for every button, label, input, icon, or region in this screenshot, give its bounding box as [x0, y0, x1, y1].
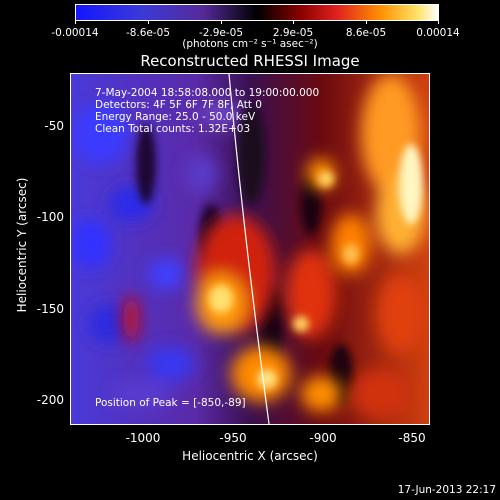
- negative-flux-region: [71, 99, 243, 408]
- colorbar-tick-label: 8.6e-05: [345, 27, 387, 39]
- colorbar-tick-label: 2.9e-05: [272, 27, 314, 39]
- info-energy-range: Energy Range: 25.0 - 50.0 keV: [95, 111, 256, 123]
- colorbar-tick-mark: [293, 20, 294, 24]
- info-time-range: 7-May-2004 18:58:08.000 to 19:00:00.000: [95, 87, 320, 99]
- image-title: Reconstructed RHESSI Image: [140, 52, 360, 70]
- colorbar-tick-mark: [148, 20, 149, 24]
- colorbar-tick-label: -8.6e-05: [125, 27, 171, 39]
- colorbar: [75, 4, 439, 21]
- plot-timestamp: 17-Jun-2013 22:17: [397, 484, 496, 496]
- y-tick-label: -50: [44, 119, 64, 133]
- emission-peaks: [209, 144, 423, 389]
- x-tick-label: -950: [219, 431, 247, 445]
- y-tick-label: -200: [36, 393, 64, 407]
- colorbar-tick-label: 0.00014: [416, 27, 460, 39]
- colorbar-tick-label: -0.00014: [51, 27, 99, 39]
- colorbar-tick-label: -2.9e-05: [198, 27, 244, 39]
- x-tick-label: -1000: [125, 431, 161, 445]
- colorbar-tick-mark: [75, 20, 76, 24]
- info-clean-counts: Clean Total counts: 1.32E+03: [95, 123, 251, 135]
- colorbar-tick-mark: [221, 20, 222, 24]
- solar-limb-line: [228, 74, 270, 424]
- colorbar-tick-mark: [366, 20, 367, 24]
- x-tick-label: -900: [309, 431, 337, 445]
- info-detectors: Detectors: 4F 5F 6F 7F 8F, Att 0: [95, 99, 262, 111]
- x-tick-label: -850: [398, 431, 426, 445]
- colorbar-gradient: [76, 5, 438, 20]
- y-tick-label: -100: [36, 210, 64, 224]
- colorbar-tick-mark: [438, 20, 439, 24]
- x-axis-label: Heliocentric X (arcsec): [182, 449, 318, 463]
- y-tick-label: -150: [36, 302, 64, 316]
- y-axis-label: Heliocentric Y (arcsec): [15, 177, 29, 313]
- rhessi-image-panel: 7-May-2004 18:58:08.000 to 19:00:00.000 …: [70, 73, 430, 425]
- rhessi-image: [71, 74, 429, 424]
- peak-position: Position of Peak = [-850,-89]: [95, 397, 246, 409]
- colorbar-unit: (photons cm⁻² s⁻¹ asec⁻²): [182, 38, 318, 50]
